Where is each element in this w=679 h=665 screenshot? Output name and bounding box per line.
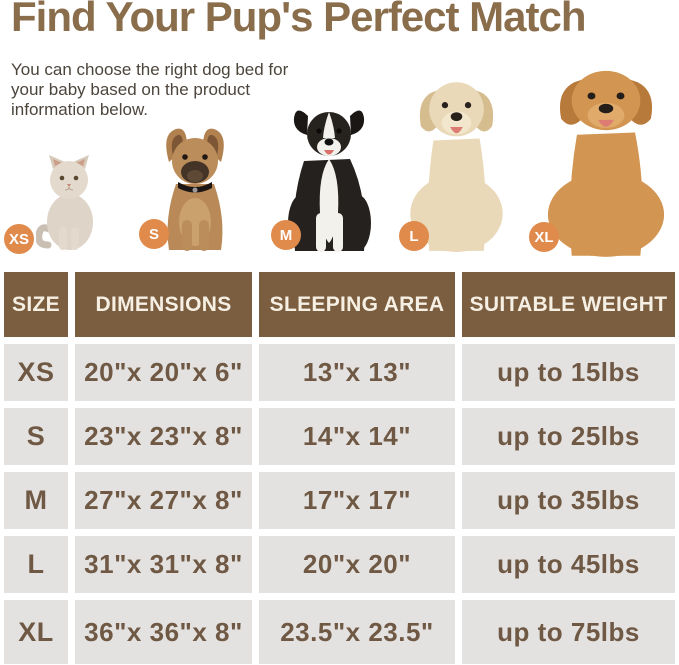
cell-suitable-weight: up to 25lbs [462, 408, 675, 465]
cell-sleeping-area: 13"x 13" [259, 344, 455, 401]
cell-sleeping-area: 14"x 14" [259, 408, 455, 465]
cell-dimensions: 27"x 27"x 8" [75, 472, 252, 529]
cell-suitable-weight: up to 75lbs [462, 600, 675, 664]
subtitle-line: information below. [11, 100, 149, 119]
cell-sleeping-area: 23.5"x 23.5" [259, 600, 455, 664]
cat-image [35, 155, 98, 257]
column-header-sleeping-area: SLEEPING AREA [259, 272, 455, 337]
cell-dimensions: 23"x 23"x 8" [75, 408, 252, 465]
cell-suitable-weight: up to 15lbs [462, 344, 675, 401]
cell-dimensions: 31"x 31"x 8" [75, 536, 252, 593]
subtitle-line: your baby based on the product [11, 80, 251, 99]
cell-size: XS [4, 344, 68, 401]
golden-retriever-image [540, 64, 672, 263]
column-header-dimensions: DIMENSIONS [75, 272, 252, 337]
column-header-suitable-weight: SUITABLE WEIGHT [462, 272, 675, 337]
cell-sleeping-area: 20"x 20" [259, 536, 455, 593]
size-badge-m: M [271, 220, 301, 250]
french-bulldog-image [156, 126, 234, 257]
cell-size: S [4, 408, 68, 465]
subtitle-line: You can choose the right dog bed for [11, 60, 289, 79]
size-badge-xs: XS [4, 224, 34, 254]
column-header-size: SIZE [4, 272, 68, 337]
page-title: Find Your Pup's Perfect Match [11, 0, 587, 40]
size-badge-l: L [399, 221, 429, 251]
cell-size: M [4, 472, 68, 529]
cell-dimensions: 20"x 20"x 6" [75, 344, 252, 401]
cell-suitable-weight: up to 35lbs [462, 472, 675, 529]
cell-dimensions: 36"x 36"x 8" [75, 600, 252, 664]
cell-size: L [4, 536, 68, 593]
page-subtitle: You can choose the right dog bed for you… [11, 60, 288, 120]
size-badge-s: S [139, 219, 169, 249]
cell-size: XL [4, 600, 68, 664]
size-badge-xl: XL [529, 222, 559, 252]
cell-suitable-weight: up to 45lbs [462, 536, 675, 593]
border-collie-image [287, 103, 372, 258]
size-chart-table: SIZE DIMENSIONS SLEEPING AREA SUITABLE W… [4, 272, 675, 664]
light-retriever-image [404, 76, 509, 258]
cell-sleeping-area: 17"x 17" [259, 472, 455, 529]
